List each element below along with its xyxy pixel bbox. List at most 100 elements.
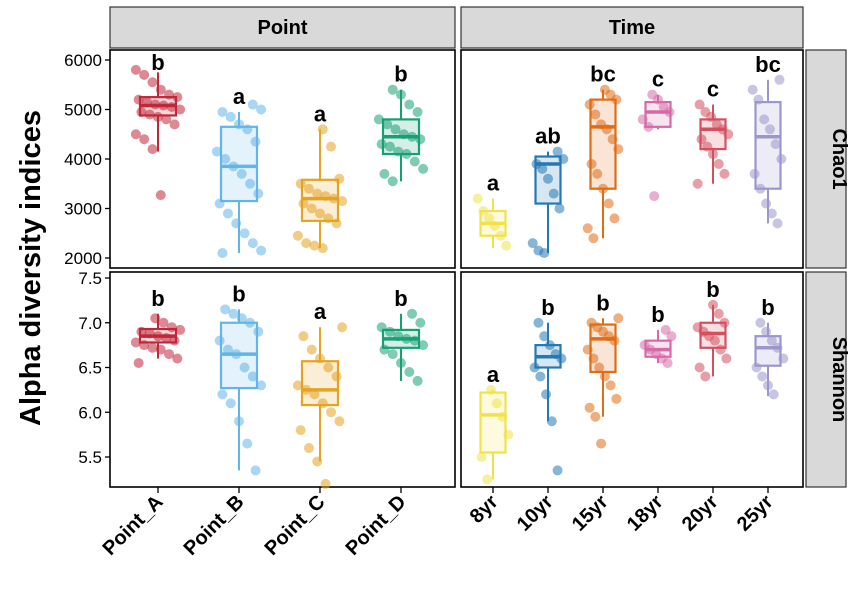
point-point-chao1-point_a-11 [175,104,186,115]
point-point-chao1-point_c-11 [315,208,325,219]
letter-point-chao1-point_b: a [233,84,246,109]
point-time-chao1-20yr-10 [719,168,730,179]
box-point-chao1-point_b [219,125,259,203]
point-point-chao1-point_a-0 [130,64,141,75]
point-time-shannon-15yr-0 [613,313,624,324]
box-point-shannon-point_c [300,360,340,407]
y-tick-label-shannon-0: 5.5 [78,448,102,467]
point-point-chao1-point_d-6 [390,124,401,135]
panel-time-shannon [460,271,804,488]
point-point-chao1-point_c-1 [326,141,337,152]
facet-strip-label-shannon: Shannon [828,337,850,423]
point-time-shannon-15yr-8 [594,362,605,373]
point-time-shannon-10yr-6 [535,371,546,382]
point-point-chao1-point_a-16 [169,119,180,130]
point-point-chao1-point_d-3 [412,106,423,117]
point-time-shannon-10yr-8 [546,416,557,427]
point-time-shannon-8yr-1 [491,398,502,409]
point-point-shannon-point_b-8 [239,362,250,373]
y-axis-title: Alpha diversity indices [15,110,47,426]
y-tick-label-chao1-2: 4000 [64,150,102,169]
point-point-chao1-point_a-5 [172,92,183,103]
letter-point-shannon-point_d: b [394,286,407,311]
y-tick-label-chao1-0: 2000 [64,249,102,268]
point-point-shannon-point_b-4 [253,326,264,337]
point-point-shannon-point_b-0 [220,304,231,315]
point-point-shannon-point_c-4 [323,362,334,373]
point-time-chao1-10yr-7 [527,238,538,249]
point-point-chao1-point_c-5 [312,188,323,199]
x-tick-label-15yr: 15yr [568,491,613,536]
point-point-chao1-point_d-2 [404,99,415,110]
point-time-chao1-20yr-11 [692,178,703,189]
point-time-chao1-10yr-0 [552,146,563,157]
point-point-shannon-point_a-11 [147,342,158,353]
point-point-chao1-point_b-1 [256,104,267,115]
point-point-shannon-point_c-0 [337,322,348,333]
y-tick-label-shannon-3: 7.0 [78,314,102,333]
point-time-shannon-20yr-9 [694,362,705,373]
point-point-chao1-point_a-15 [161,114,172,125]
point-time-shannon-18yr-6 [662,358,673,369]
point-point-shannon-point_b-12 [225,398,236,409]
point-point-shannon-point_b-5 [214,335,225,346]
point-point-chao1-point_d-10 [376,139,387,150]
point-time-shannon-25yr-8 [768,389,779,400]
y-tick-label-shannon-1: 6.0 [78,403,102,422]
point-point-shannon-point_a-14 [172,353,183,364]
facet-strip-label-time: Time [609,17,655,39]
facet-strip-label-point: Point [258,17,308,39]
point-point-shannon-point_b-15 [250,465,261,476]
point-time-chao1-15yr-12 [603,198,614,209]
y-tick-label-chao1-1: 3000 [64,200,102,219]
point-point-shannon-point_b-6 [222,344,233,355]
point-time-chao1-15yr-4 [590,109,601,120]
point-point-chao1-point_d-0 [387,84,398,95]
point-point-chao1-point_b-3 [225,111,236,122]
point-point-chao1-point_b-8 [220,154,231,164]
point-point-chao1-point_d-15 [418,163,429,174]
point-time-chao1-8yr-2 [484,213,495,224]
point-time-chao1-15yr-15 [588,233,599,244]
point-point-chao1-point_a-17 [130,129,141,140]
box-time-chao1-20yr [699,118,727,151]
point-time-shannon-8yr-4 [476,452,487,462]
panel-time-chao1 [460,49,804,269]
point-time-shannon-25yr-2 [766,335,777,346]
letter-time-shannon-20yr: b [706,277,719,302]
point-point-chao1-point_c-15 [301,238,312,249]
point-time-chao1-20yr-9 [713,158,724,169]
letter-time-chao1-10yr: ab [535,124,561,149]
point-time-chao1-8yr-0 [472,193,483,204]
point-point-chao1-point_c-14 [292,230,303,241]
x-tick-label-point_b: Point_B [180,491,249,560]
letter-point-shannon-point_c: a [314,299,327,324]
point-time-chao1-10yr-6 [554,203,565,214]
point-point-chao1-point_d-17 [387,176,398,187]
point-point-shannon-point_c-11 [334,416,345,427]
point-time-shannon-15yr-14 [596,438,607,449]
letter-time-shannon-8yr: a [487,362,500,387]
y-tick-label-chao1-3: 5000 [64,101,102,120]
letter-point-chao1-point_a: b [151,50,164,75]
point-time-chao1-8yr-5 [501,240,512,251]
point-point-shannon-point_a-9 [130,337,141,348]
letter-time-shannon-25yr: b [761,295,774,320]
point-point-chao1-point_b-7 [211,146,222,157]
point-point-chao1-point_d-16 [379,168,390,179]
point-time-shannon-25yr-6 [757,371,768,382]
letter-time-chao1-18yr: c [652,67,664,92]
point-point-shannon-point_a-3 [175,324,186,335]
point-time-shannon-20yr-6 [709,335,720,346]
point-time-chao1-25yr-4 [764,124,775,135]
x-tick-label-18yr: 18yr [623,491,668,536]
point-point-chao1-point_b-18 [256,245,267,256]
point-time-shannon-15yr-10 [605,380,616,391]
y-tick-label-shannon-2: 6.5 [78,359,102,378]
point-point-chao1-point_d-4 [373,114,384,125]
point-time-shannon-10yr-0 [533,317,544,328]
point-point-chao1-point_c-8 [337,196,348,207]
y-tick-label-chao1-4: 6000 [64,51,102,70]
